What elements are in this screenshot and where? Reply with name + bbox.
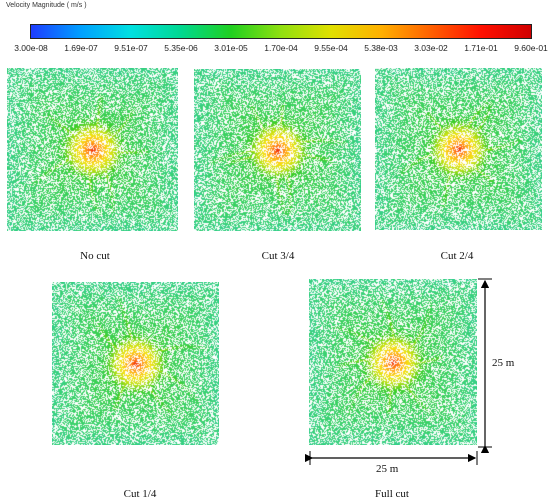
panel-full-cut xyxy=(309,279,477,445)
colorbar-tick-label: 9.55e-04 xyxy=(314,43,348,53)
colorbar-tick-label: 3.01e-05 xyxy=(214,43,248,53)
colorbar-tick-label: 5.35e-06 xyxy=(164,43,198,53)
height-label: 25 m xyxy=(492,357,515,369)
panel-no-cut xyxy=(7,68,178,231)
colorbar-tick-label: 9.60e-01 xyxy=(514,43,548,53)
velocity-field-cut-2-4 xyxy=(375,68,542,230)
velocity-field-cut-3-4 xyxy=(194,69,361,231)
caption-full-cut: Full cut xyxy=(375,488,409,500)
velocity-field-no-cut xyxy=(7,68,178,231)
panel-cut-1-4 xyxy=(52,282,219,445)
colorbar-tick-label: 5.38e-03 xyxy=(364,43,398,53)
caption-cut-3-4: Cut 3/4 xyxy=(261,250,295,262)
panel-cut-2-4 xyxy=(375,68,542,230)
velocity-field-cut-1-4 xyxy=(52,282,219,445)
colorbar-title: Velocity Magnitude ( m/s ) xyxy=(6,2,87,9)
width-label: 25 m xyxy=(376,463,399,475)
colorbar-tick-label: 3.00e-08 xyxy=(14,43,48,53)
colorbar-tick-label: 1.70e-04 xyxy=(264,43,298,53)
colorbar-tick-label: 3.03e-02 xyxy=(414,43,448,53)
colorbar-tick-label: 9.51e-07 xyxy=(114,43,148,53)
caption-cut-1-4: Cut 1/4 xyxy=(123,488,157,500)
caption-cut-2-4: Cut 2/4 xyxy=(440,250,474,262)
velocity-field-full-cut xyxy=(309,279,477,445)
panel-cut-3-4 xyxy=(194,69,361,231)
colorbar-tick-label: 1.69e-07 xyxy=(64,43,98,53)
caption-no-cut: No cut xyxy=(80,250,110,262)
colorbar xyxy=(30,24,532,39)
colorbar-tick-label: 1.71e-01 xyxy=(464,43,498,53)
